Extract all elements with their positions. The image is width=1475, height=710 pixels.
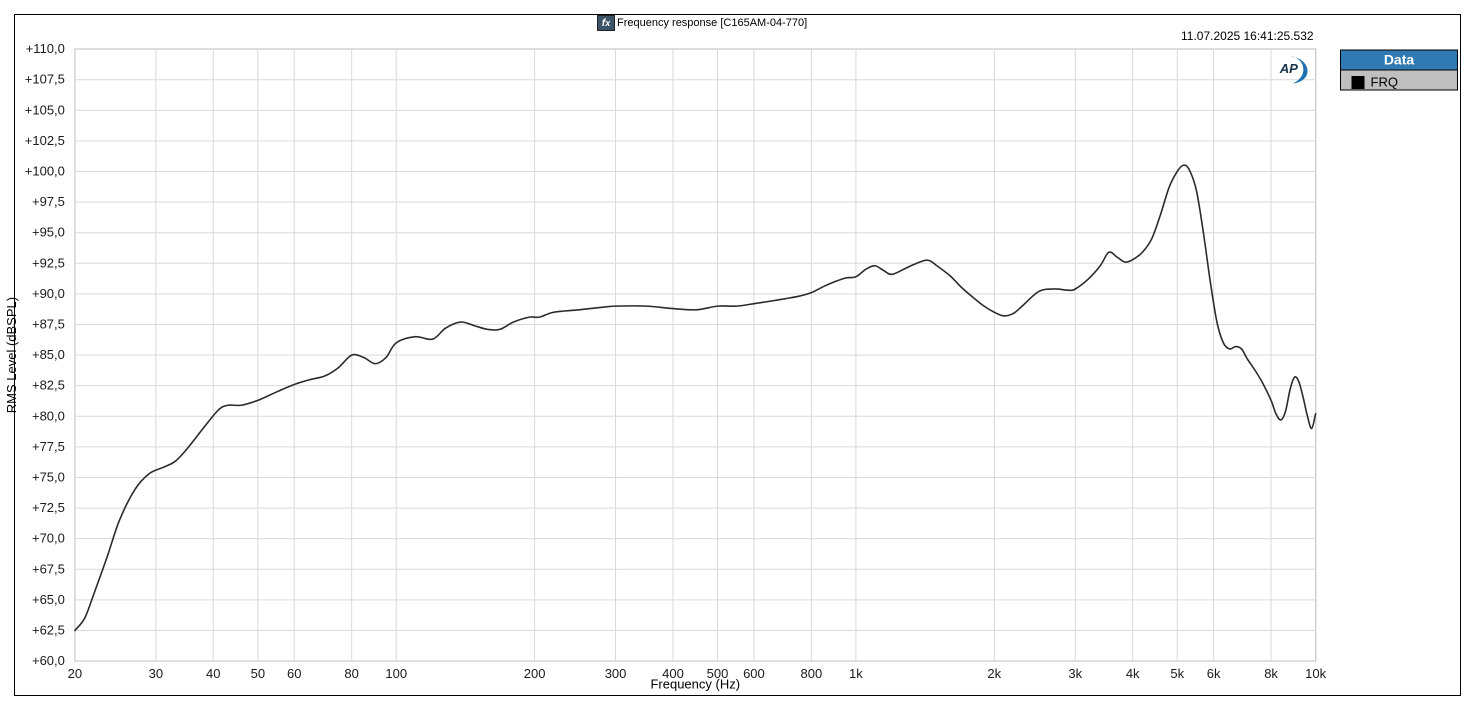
svg-text:50: 50	[251, 666, 265, 681]
svg-text:+85,0: +85,0	[32, 347, 65, 362]
svg-text:+107,5: +107,5	[25, 72, 65, 87]
svg-text:+60,0: +60,0	[32, 653, 65, 668]
svg-text:+87,5: +87,5	[32, 316, 65, 331]
svg-text:+62,5: +62,5	[32, 622, 65, 637]
svg-text:2k: 2k	[987, 666, 1001, 681]
svg-text:3k: 3k	[1068, 666, 1082, 681]
svg-text:+90,0: +90,0	[32, 286, 65, 301]
svg-text:8k: 8k	[1264, 666, 1278, 681]
svg-text:+65,0: +65,0	[32, 592, 65, 607]
svg-text:800: 800	[801, 666, 823, 681]
svg-text:1k: 1k	[849, 666, 863, 681]
svg-text:+70,0: +70,0	[32, 531, 65, 546]
svg-text:10k: 10k	[1305, 666, 1326, 681]
svg-text:+80,0: +80,0	[32, 408, 65, 423]
svg-text:FRQ: FRQ	[1371, 75, 1398, 90]
svg-text:20: 20	[68, 666, 82, 681]
svg-text:+110,0: +110,0	[26, 41, 65, 56]
svg-text:+100,0: +100,0	[25, 163, 65, 178]
svg-text:RMS Level (dBSPL): RMS Level (dBSPL)	[4, 297, 19, 413]
svg-text:200: 200	[524, 666, 546, 681]
svg-text:600: 600	[743, 666, 765, 681]
svg-text:+102,5: +102,5	[25, 133, 65, 148]
svg-text:6k: 6k	[1207, 666, 1221, 681]
svg-text:30: 30	[149, 666, 163, 681]
svg-text:+95,0: +95,0	[32, 225, 65, 240]
svg-text:5k: 5k	[1170, 666, 1184, 681]
svg-text:4k: 4k	[1126, 666, 1140, 681]
svg-text:AP: AP	[1279, 61, 1298, 76]
svg-text:+77,5: +77,5	[32, 439, 65, 454]
svg-text:Data: Data	[1384, 52, 1415, 68]
svg-text:+72,5: +72,5	[32, 500, 65, 515]
svg-text:+82,5: +82,5	[32, 378, 65, 393]
svg-text:+67,5: +67,5	[32, 561, 65, 576]
svg-text:Frequency (Hz): Frequency (Hz)	[650, 677, 740, 692]
svg-text:100: 100	[385, 666, 407, 681]
svg-text:+97,5: +97,5	[32, 194, 65, 209]
svg-text:+105,0: +105,0	[25, 102, 65, 117]
svg-text:300: 300	[605, 666, 627, 681]
svg-text:60: 60	[287, 666, 301, 681]
svg-text:40: 40	[206, 666, 220, 681]
svg-text:+75,0: +75,0	[32, 469, 65, 484]
svg-text:+92,5: +92,5	[32, 255, 65, 270]
svg-text:80: 80	[344, 666, 358, 681]
